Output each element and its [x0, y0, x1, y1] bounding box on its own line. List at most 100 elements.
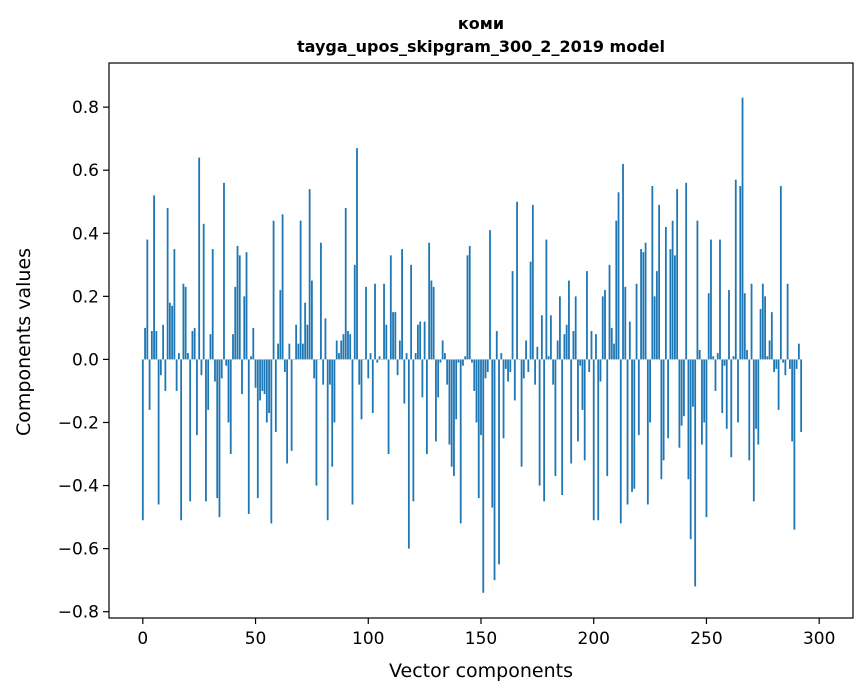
bar-51 — [256, 359, 259, 499]
bar-16 — [177, 353, 180, 360]
bar-205 — [604, 290, 606, 360]
bar-233 — [667, 359, 670, 439]
bar-201 — [595, 334, 597, 360]
bar-248 — [701, 359, 703, 445]
bar-135 — [446, 359, 449, 385]
bar-125 — [423, 321, 426, 360]
bar-68 — [295, 324, 298, 360]
bar-31 — [211, 249, 214, 360]
bar-93 — [351, 359, 354, 505]
bar-289 — [793, 359, 796, 530]
bar-142 — [462, 359, 464, 366]
bar-38 — [227, 359, 230, 423]
bar-143 — [464, 356, 467, 360]
bar-32 — [214, 359, 216, 382]
bar-184 — [556, 340, 559, 360]
bar-276 — [764, 296, 766, 360]
x-tick-label: 0 — [137, 629, 148, 649]
bar-282 — [777, 359, 780, 410]
bar-260 — [728, 290, 730, 360]
bar-65 — [288, 343, 291, 360]
y-tick-label: −0.4 — [58, 477, 99, 497]
bar-171 — [527, 359, 530, 373]
bar-47 — [247, 359, 250, 514]
bar-217 — [631, 359, 633, 492]
y-tick-label: 0.0 — [72, 350, 99, 370]
bar-39 — [229, 359, 232, 455]
y-tick-label: −0.6 — [58, 540, 99, 560]
bar-72 — [304, 302, 307, 360]
bar-46 — [245, 252, 248, 360]
bar-270 — [750, 283, 753, 360]
bar-213 — [622, 163, 624, 360]
bar-30 — [209, 334, 212, 360]
bar-33 — [216, 359, 219, 499]
bar-145 — [468, 245, 471, 360]
bar-157 — [495, 331, 498, 360]
bar-273 — [757, 359, 760, 445]
bar-209 — [613, 343, 615, 360]
bar-224 — [646, 359, 649, 505]
bar-244 — [692, 359, 694, 407]
bar-250 — [705, 359, 708, 518]
bar-3 — [148, 359, 151, 410]
bar-49 — [252, 327, 255, 360]
bar-84 — [331, 359, 334, 467]
bar-120 — [412, 359, 415, 502]
bar-11 — [166, 208, 169, 360]
bar-274 — [759, 308, 762, 360]
bar-271 — [752, 359, 755, 502]
bar-223 — [644, 242, 647, 360]
bar-108 — [385, 324, 388, 360]
bar-53 — [261, 359, 264, 391]
bar-94 — [353, 264, 356, 360]
bar-269 — [748, 359, 751, 461]
bar-92 — [349, 334, 352, 360]
bar-234 — [669, 249, 672, 360]
bar-235 — [671, 220, 674, 360]
bar-148 — [475, 359, 478, 423]
bar-23 — [193, 327, 196, 360]
bar-20 — [187, 353, 189, 360]
bar-155 — [491, 359, 494, 508]
bar-280 — [773, 359, 775, 373]
x-axis-ticks: 0 50 100 150 200 250 300 — [137, 618, 835, 649]
bar-58 — [272, 220, 275, 360]
bar-212 — [619, 359, 622, 524]
bar-286 — [786, 283, 789, 360]
bar-281 — [775, 359, 778, 369]
bar-63 — [283, 359, 286, 373]
bar-50 — [254, 359, 257, 388]
bar-259 — [725, 359, 728, 429]
bar-160 — [502, 359, 505, 439]
bar-165 — [513, 359, 516, 401]
bar-177 — [540, 315, 543, 360]
bar-118 — [407, 359, 410, 549]
bar-88 — [340, 340, 343, 360]
bar-196 — [583, 359, 586, 461]
x-tick-label: 150 — [465, 629, 497, 649]
bar-109 — [387, 359, 390, 455]
bar-140 — [457, 359, 460, 363]
bar-200 — [592, 359, 595, 521]
bar-263 — [734, 179, 737, 360]
y-tick-label: −0.2 — [58, 413, 99, 433]
bar-112 — [394, 312, 397, 360]
bar-227 — [653, 296, 656, 360]
bar-66 — [290, 359, 293, 451]
bar-8 — [159, 359, 162, 376]
bar-1 — [144, 327, 146, 360]
bar-211 — [617, 192, 620, 360]
bar-60 — [277, 343, 279, 360]
bar-100 — [367, 359, 370, 379]
bar-255 — [716, 353, 719, 360]
bar-288 — [791, 359, 794, 442]
chart-title: коми — [458, 14, 504, 33]
bar-141 — [459, 359, 462, 524]
bar-40 — [232, 334, 234, 360]
bar-102 — [371, 359, 374, 414]
bar-99 — [365, 286, 367, 360]
bar-146 — [471, 359, 473, 363]
bar-128 — [430, 280, 433, 360]
